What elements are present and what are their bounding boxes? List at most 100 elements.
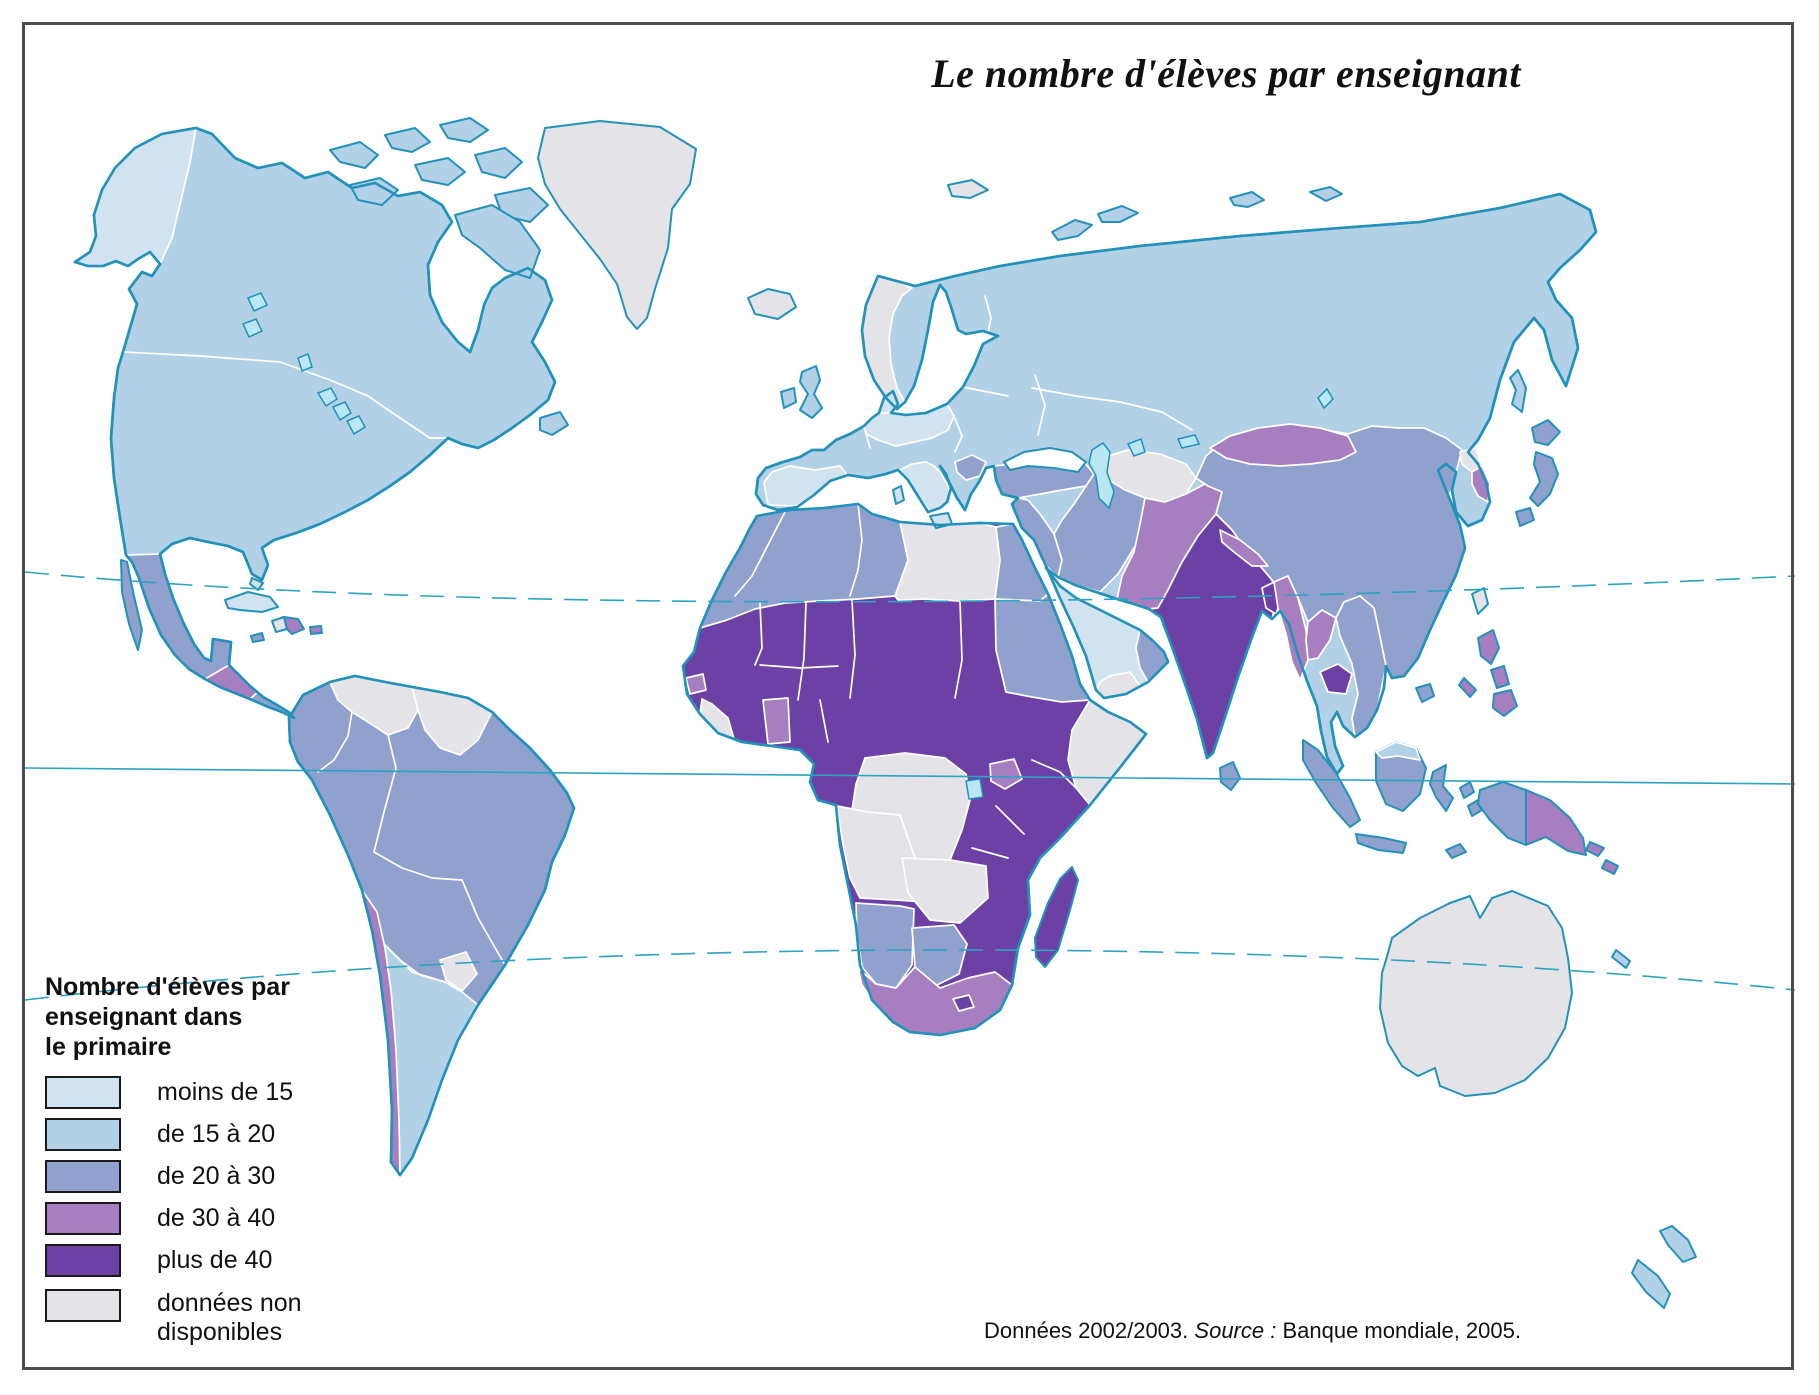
border-argentina-bolivia — [384, 944, 446, 983]
border-peru-brazil — [373, 734, 397, 853]
lake-baikal — [1317, 387, 1334, 410]
region-dominican-republic — [283, 616, 305, 635]
region-mexico — [125, 553, 232, 688]
source-word: Source : — [1194, 1318, 1277, 1343]
region-sardinia — [892, 485, 905, 505]
region-japan-honshu — [1529, 451, 1559, 507]
region-arctic-island — [384, 127, 431, 153]
region-java — [1355, 833, 1407, 854]
region-philippines-luzon — [1477, 629, 1500, 665]
border-chad-sudan — [954, 600, 963, 699]
source-note: Données 2002/2003. Source : Banque mondi… — [984, 1318, 1521, 1344]
region-australia — [1379, 890, 1573, 1097]
border-colombia-ecuador — [317, 711, 353, 773]
source-data-note: Données 2002/2003. — [983, 1318, 1189, 1343]
region-guinea-bissau — [685, 673, 707, 695]
region-arctic-island — [414, 157, 466, 186]
legend-swatch-30-40 — [45, 1202, 121, 1235]
border-bolivia-brazil — [373, 851, 463, 881]
region-sulawesi — [1429, 764, 1454, 812]
region-malaysia-borneo — [1375, 741, 1421, 761]
region-siberian-island — [1229, 191, 1265, 208]
border-baltics-russia — [962, 386, 1009, 397]
legend-item: données non disponibles — [45, 1289, 375, 1347]
legend-item: plus de 40 — [45, 1244, 375, 1277]
region-solomon-islands — [1601, 859, 1619, 875]
region-libya — [894, 521, 1001, 602]
southeast-asia-oceania — [1302, 629, 1697, 1309]
eurasia-islands — [780, 179, 1561, 791]
region-paraguay — [439, 951, 478, 992]
region-jamaica — [250, 632, 265, 643]
region-puerto-rico — [309, 625, 323, 635]
border-nigeria-cameroon — [819, 699, 829, 743]
lake-victoria — [965, 778, 984, 800]
graticule-lines — [24, 571, 1796, 1001]
region-cuba — [224, 591, 279, 613]
region-mongolia — [1209, 423, 1357, 467]
africa-countries — [685, 503, 1147, 1036]
legend-label: moins de 15 — [157, 1078, 294, 1106]
caspian-sea — [1088, 442, 1115, 510]
legend-label: de 30 à 40 — [157, 1204, 276, 1232]
region-lesotho — [952, 994, 975, 1012]
region-hainan — [1415, 683, 1435, 703]
canadian-arctic-islands — [329, 117, 569, 436]
legend-label: de 15 à 20 — [157, 1120, 276, 1148]
legend-label: plus de 40 — [157, 1246, 273, 1274]
border-tanzania-mozambique — [971, 847, 1009, 859]
region-papua-new-guinea — [1525, 789, 1587, 856]
eurasia-countries — [763, 275, 1491, 759]
region-japan-kyushu — [1515, 507, 1535, 527]
region-ghana — [762, 697, 791, 745]
black-sea — [1002, 446, 1088, 474]
region-greenland — [537, 120, 697, 330]
region-nepal — [1219, 529, 1269, 567]
legend-title-line: le primaire — [45, 1033, 172, 1061]
region-new-zealand-north — [1659, 1225, 1697, 1263]
region-moluccas — [1459, 781, 1475, 799]
region-iceland — [747, 288, 797, 320]
legend-swatch-20-30 — [45, 1160, 121, 1193]
region-laos — [1305, 609, 1337, 661]
great-lake-erie — [345, 415, 366, 436]
border-russia-kazakhstan — [1031, 387, 1193, 431]
region-svalbard — [947, 179, 989, 199]
border-morocco-algeria — [734, 511, 786, 597]
legend-swatch-gt40 — [45, 1244, 121, 1277]
border-sahel-south — [759, 664, 839, 669]
region-uk — [799, 365, 823, 419]
region-baffin-island — [454, 204, 541, 279]
region-siberian-island — [1309, 186, 1343, 202]
great-slave-lake — [241, 318, 264, 338]
border-mali-niger — [797, 601, 807, 701]
lake-winnipeg — [297, 353, 313, 372]
legend-item: de 20 à 30 — [45, 1160, 375, 1193]
region-sumatra — [1302, 739, 1361, 828]
legend: Nombre d'élèves par enseignant dans le p… — [45, 972, 375, 1356]
lake-balkhash — [1176, 434, 1201, 449]
region-new-guinea-west — [1477, 781, 1527, 846]
border-kenya-tanzania — [995, 805, 1025, 835]
aral-sea — [1126, 438, 1146, 457]
tropic-capricorn-line — [24, 949, 1796, 1001]
region-timor — [1445, 843, 1467, 859]
region-arctic-island — [474, 147, 523, 179]
region-sri-lanka — [1219, 761, 1241, 791]
region-zambia — [901, 857, 989, 924]
border-bolivia-brazil-east — [461, 879, 506, 966]
border-mauritania-mali — [754, 602, 763, 666]
region-philippines-palawan — [1458, 677, 1477, 698]
region-cambodia — [1319, 663, 1353, 695]
legend-title-line: Nombre d'élèves par — [45, 973, 290, 1001]
great-bear-lake — [246, 292, 269, 312]
page-title: Le nombre d'élèves par enseignant — [931, 51, 1521, 96]
legend-swatch-lt15 — [45, 1076, 121, 1109]
region-uganda — [989, 758, 1023, 790]
region-new-britain — [1585, 841, 1605, 857]
legend-swatch-nodata — [45, 1289, 121, 1322]
region-arctic-island — [439, 117, 489, 143]
region-baja-california — [120, 559, 143, 651]
region-bahamas — [249, 577, 264, 591]
border-ukraine-russia — [1034, 374, 1046, 436]
